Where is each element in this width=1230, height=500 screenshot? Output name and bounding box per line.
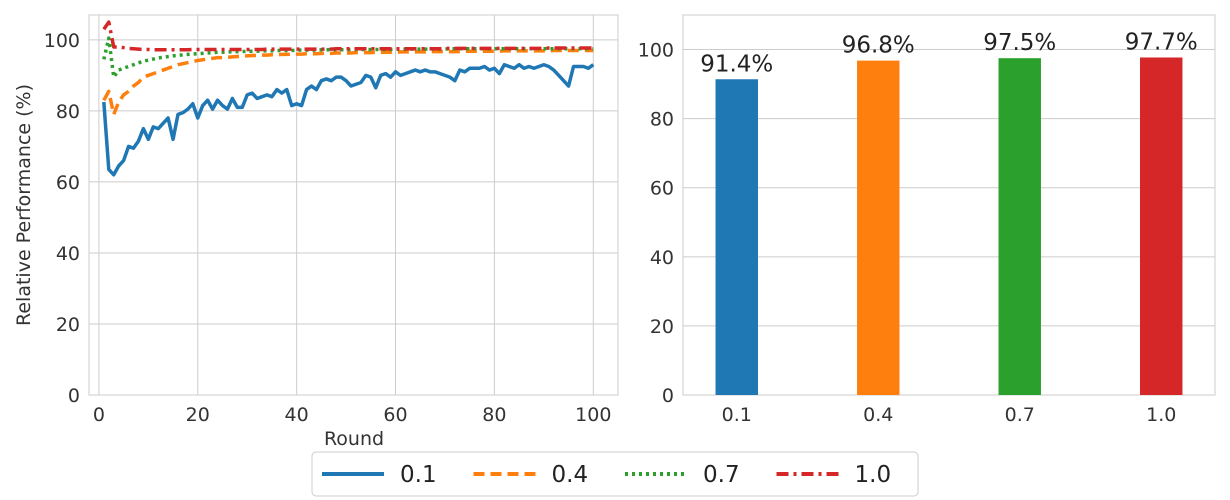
y-tick-label: 80 bbox=[650, 109, 674, 131]
x-tick-label: 0.4 bbox=[863, 404, 893, 426]
bar-value-label: 97.5% bbox=[983, 30, 1056, 56]
bar-chart-ticks: 0 20 40 60 80 100 0.1 0.4 0.7 1.0 bbox=[638, 40, 1177, 426]
x-tick-label: 80 bbox=[482, 404, 506, 426]
bar-chart-bars: 91.4% 96.8% 97.5% 97.7% bbox=[700, 29, 1198, 396]
bar-value-label: 91.4% bbox=[700, 51, 773, 77]
bar-0.7 bbox=[998, 58, 1041, 395]
bar-0.4 bbox=[857, 60, 900, 395]
legend: 0.1 0.4 0.7 1.0 bbox=[311, 451, 919, 497]
x-tick-label: 0 bbox=[93, 404, 105, 426]
y-tick-label: 0 bbox=[662, 385, 674, 407]
x-tick-label: 1.0 bbox=[1146, 404, 1176, 426]
y-tick-label: 20 bbox=[56, 314, 80, 336]
line-chart-plot-area bbox=[88, 14, 619, 396]
series-line-0.1 bbox=[102, 62, 595, 177]
y-tick-label: 40 bbox=[56, 243, 80, 265]
x-tick-label: 0.1 bbox=[722, 404, 752, 426]
y-tick-label: 40 bbox=[650, 247, 674, 269]
y-tick-label: 60 bbox=[650, 178, 674, 200]
series-line-0.4 bbox=[102, 48, 594, 117]
y-axis-label: Relative Performance (%) bbox=[13, 84, 35, 326]
bar-1.0 bbox=[1140, 57, 1183, 396]
y-tick-label: 80 bbox=[56, 101, 80, 123]
y-tick-label: 20 bbox=[650, 316, 674, 338]
x-tick-label: 100 bbox=[575, 404, 611, 426]
bar-0.1 bbox=[715, 79, 758, 395]
bar-value-label: 96.8% bbox=[842, 33, 915, 59]
series-line-1.0 bbox=[102, 20, 594, 52]
x-tick-label: 40 bbox=[285, 404, 309, 426]
line-chart-ticks: 0 20 40 60 80 100 0 20 40 60 80 100 bbox=[44, 30, 612, 426]
legend-label: 0.1 bbox=[400, 462, 437, 488]
x-tick-label: 60 bbox=[383, 404, 407, 426]
bar-chart-grid bbox=[683, 49, 1215, 396]
x-tick-label: 20 bbox=[186, 404, 210, 426]
bar-chart-plot-area bbox=[682, 14, 1216, 396]
legend-label: 0.4 bbox=[552, 462, 589, 488]
line-chart: 0 20 40 60 80 100 0 20 40 60 80 100 Round Relative … bbox=[13, 14, 619, 450]
legend-items: 0.1 0.4 0.7 1.0 bbox=[322, 462, 891, 488]
y-tick-label: 60 bbox=[56, 172, 80, 194]
legend-label: 1.0 bbox=[855, 462, 892, 488]
legend-box bbox=[311, 451, 919, 497]
legend-label: 0.7 bbox=[703, 462, 740, 488]
x-tick-label: 0.7 bbox=[1005, 404, 1035, 426]
x-axis-label: Round bbox=[324, 428, 384, 450]
line-chart-series bbox=[102, 20, 595, 177]
bar-value-label: 97.7% bbox=[1125, 29, 1198, 55]
y-tick-label: 100 bbox=[44, 30, 80, 52]
y-tick-label: 100 bbox=[638, 40, 674, 62]
line-chart-grid bbox=[89, 15, 618, 396]
y-tick-label: 0 bbox=[68, 385, 80, 407]
